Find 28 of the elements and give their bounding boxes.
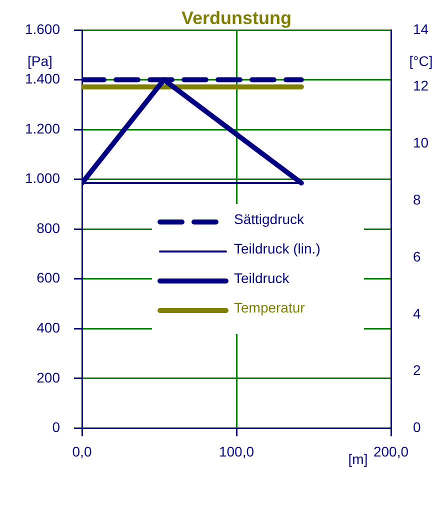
y-tick-label: 1.400 [24,70,60,87]
y2-tick-label: 8 [413,192,421,208]
x-tick-label: 200,0 [373,443,409,460]
y2-tick-label: 2 [413,362,421,378]
x-tick-label: 100,0 [218,443,254,460]
y-tick-label: 1.200 [24,120,60,136]
y-tick-label: 1.000 [24,170,60,186]
y-tick-label: 0 [52,419,60,436]
y-tick-label: 600 [36,270,60,286]
y-tick-label: 800 [36,220,60,236]
x-axis-title: [m] [348,451,368,468]
legend-label: Temperatur [234,299,306,316]
x-tick-label: 0,0 [72,443,92,460]
y2-tick-label: 4 [413,305,421,322]
chart-title: Verdunstung [181,8,292,28]
y2-axis-title: [°C] [409,52,433,69]
y-axis-title: [Pa] [28,52,52,69]
y2-tick-label: 10 [413,134,429,151]
legend-label: Teildruck (lin.) [234,240,320,256]
y-tick-label: 200 [36,369,60,386]
y2-tick-label: 14 [413,20,429,37]
y2-tick-label: 0 [413,419,421,436]
y2-tick-label: 6 [413,248,421,264]
y-tick-label: 1.600 [24,20,60,37]
y2-tick-label: 12 [413,78,429,94]
legend-label: Sättigdruck [234,210,306,227]
legend-label: Teildruck [234,270,290,286]
y-tick-label: 400 [36,320,60,336]
